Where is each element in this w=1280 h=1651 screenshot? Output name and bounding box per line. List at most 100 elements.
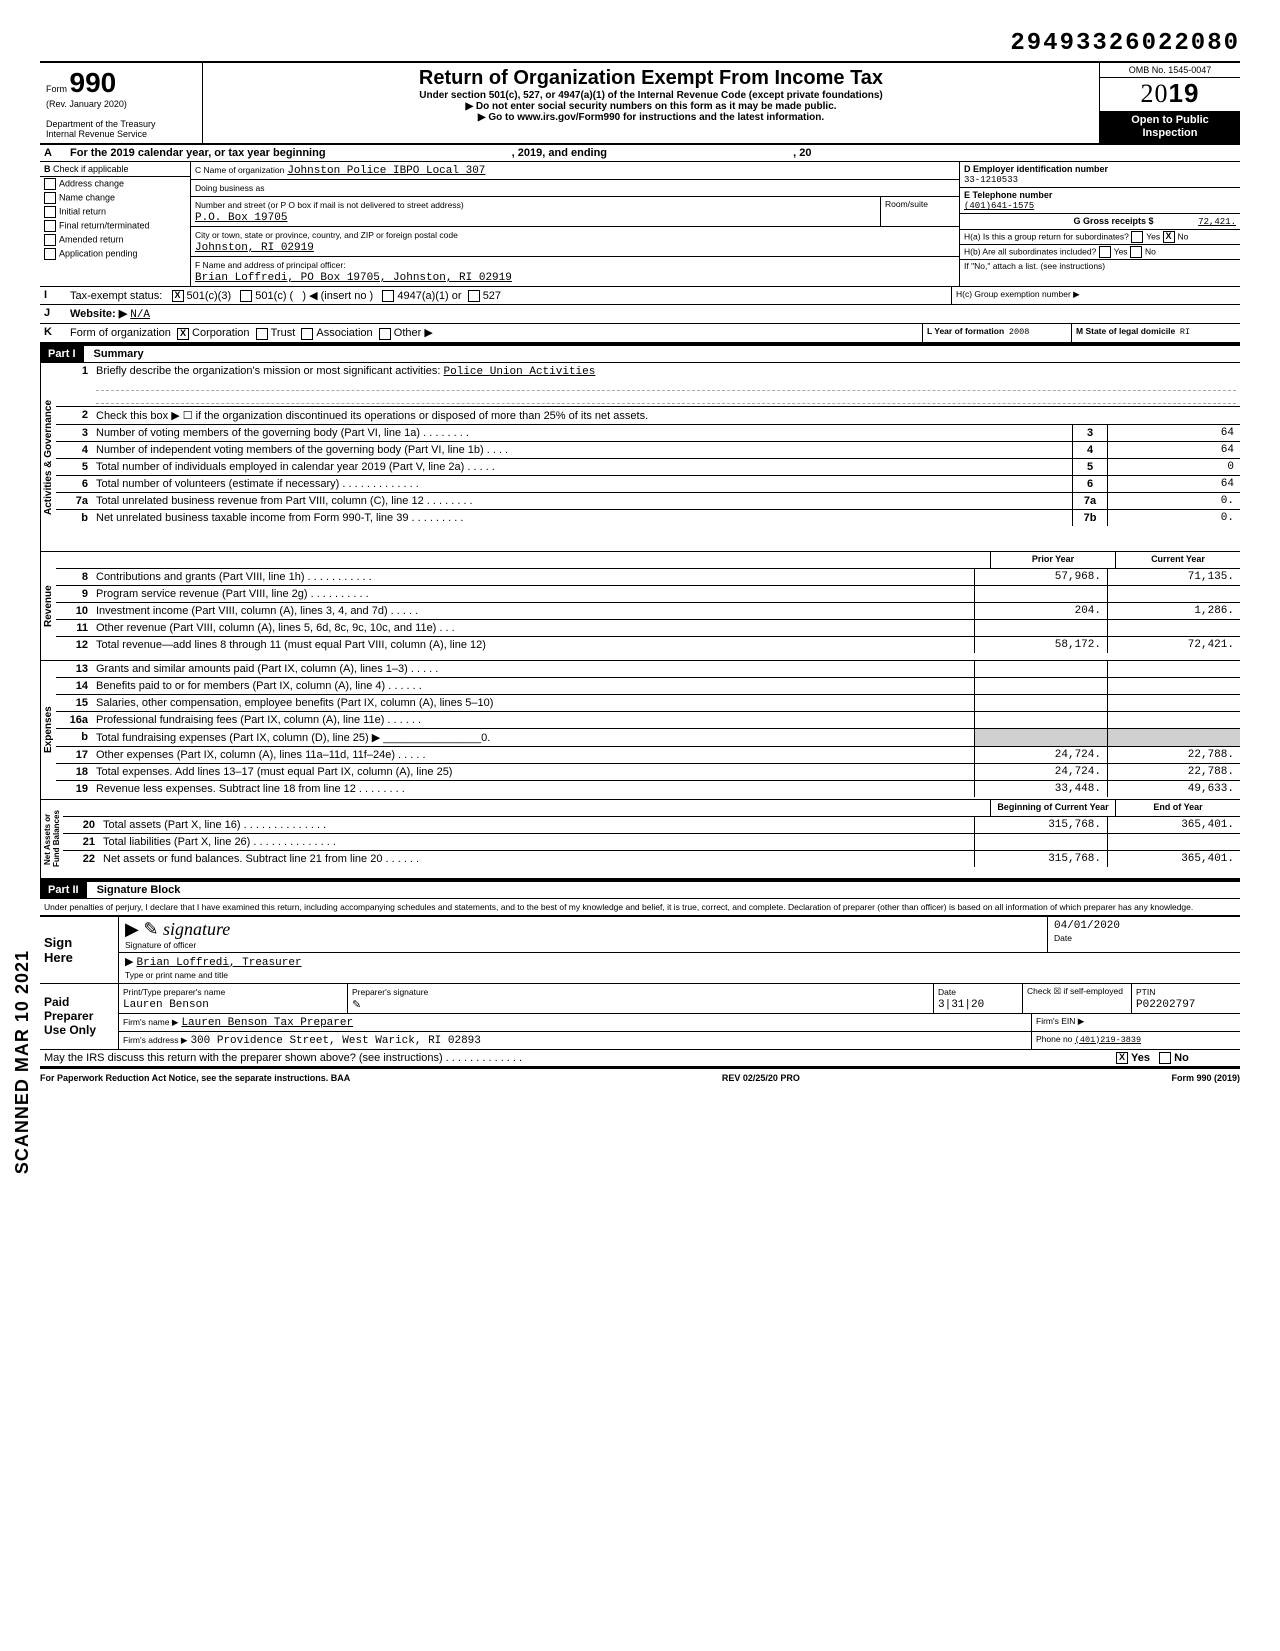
dba-label: Doing business as	[195, 183, 264, 193]
e-value: (401)641-1575	[964, 201, 1034, 211]
row-prior	[974, 695, 1107, 711]
k-trust[interactable]	[256, 328, 268, 340]
info-block: B Check if applicable Address change Nam…	[40, 162, 1240, 287]
line-a-text1: For the 2019 calendar year, or tax year …	[70, 147, 326, 159]
c-label: C Name of organization	[195, 165, 284, 175]
summary-row: 16a Professional fundraising fees (Part …	[56, 712, 1240, 729]
row-current: 365,401.	[1107, 851, 1240, 867]
summary-row: 7a Total unrelated business revenue from…	[56, 493, 1240, 510]
j-text: Website: ▶	[70, 308, 127, 320]
i-opt0: 501(c)(3)	[187, 290, 232, 302]
checkbox-pending[interactable]	[44, 248, 56, 260]
checkbox-initial[interactable]	[44, 206, 56, 218]
k-opt2: Association	[316, 327, 372, 339]
row-current	[1107, 729, 1240, 746]
irs-label: Internal Revenue Service	[46, 129, 147, 139]
f-value: Brian Loffredi, PO Box 19705, Johnston, …	[195, 272, 512, 284]
perjury-text: Under penalties of perjury, I declare th…	[40, 899, 1240, 916]
k-assoc[interactable]	[301, 328, 313, 340]
summary-row: 18 Total expenses. Add lines 13–17 (must…	[56, 764, 1240, 781]
summary-row: 5 Total number of individuals employed i…	[56, 459, 1240, 476]
q1-val: Police Union Activities	[444, 366, 596, 378]
d-label: D Employer identification number	[964, 164, 1108, 174]
current-year-h: Current Year	[1115, 552, 1240, 568]
phone-label: Phone no	[1036, 1034, 1072, 1044]
checkbox-address-change[interactable]	[44, 178, 56, 190]
row-prior	[974, 678, 1107, 694]
form-sub3: ▶ Go to www.irs.gov/Form990 for instruct…	[211, 112, 1091, 123]
ha-no-label: No	[1178, 232, 1189, 242]
row-text: Total revenue—add lines 8 through 11 (mu…	[92, 637, 974, 653]
ha-no[interactable]: X	[1163, 231, 1175, 243]
row-num: 20	[63, 817, 99, 833]
part2-badge: Part II	[40, 882, 87, 898]
form-number: 990	[70, 67, 117, 98]
row-prior: 315,768.	[974, 851, 1107, 867]
form-rev: (Rev. January 2020)	[46, 99, 127, 109]
row-box: 7a	[1072, 493, 1107, 509]
q2-num: 2	[56, 407, 92, 424]
form-label: Form	[46, 84, 67, 94]
city-label: City or town, state or province, country…	[195, 230, 458, 240]
hb-no[interactable]	[1130, 246, 1142, 258]
omb-number: OMB No. 1545-0047	[1100, 63, 1240, 78]
firm-name-label: Firm's name ▶	[123, 1017, 178, 1027]
k-opt0: Corporation	[192, 327, 249, 339]
scanned-stamp: SCANNED MAR 10 2021	[12, 950, 33, 1174]
row-current: 72,421.	[1107, 637, 1240, 653]
signature-block: Sign Here ▶ ✎ signature Signature of off…	[40, 916, 1240, 1069]
exp-section: Expenses 13 Grants and similar amounts p…	[40, 661, 1240, 800]
row-text: Investment income (Part VIII, column (A)…	[92, 603, 974, 619]
nab-section: Net Assets or Fund Balances Beginning of…	[40, 800, 1240, 880]
k-corp[interactable]: X	[177, 328, 189, 340]
firm-ein: Firm's EIN ▶	[1031, 1014, 1240, 1031]
line-i: I Tax-exempt status: X501(c)(3) 501(c) (…	[40, 287, 1240, 305]
row-current: 22,788.	[1107, 747, 1240, 763]
part2-header: Part II Signature Block	[40, 880, 1240, 899]
row-prior: 33,448.	[974, 781, 1107, 797]
row-text: Grants and similar amounts paid (Part IX…	[92, 661, 974, 677]
discuss-yes[interactable]: X	[1116, 1052, 1128, 1064]
i-501c3[interactable]: X	[172, 290, 184, 302]
i-text: Tax-exempt status:	[70, 290, 162, 302]
nab-label: Net Assets or Fund Balances	[40, 800, 63, 878]
firm-addr: 300 Providence Street, West Warick, RI 0…	[190, 1035, 480, 1047]
i-527[interactable]	[468, 290, 480, 302]
row-text: Program service revenue (Part VIII, line…	[92, 586, 974, 602]
checkbox-name-change[interactable]	[44, 192, 56, 204]
footer-right: Form 990 (2019)	[1171, 1073, 1240, 1083]
row-text: Net assets or fund balances. Subtract li…	[99, 851, 974, 867]
dept-label: Department of the Treasury	[46, 119, 156, 129]
row-prior: 315,768.	[974, 817, 1107, 833]
i-4947[interactable]	[382, 290, 394, 302]
row-prior: 24,724.	[974, 747, 1107, 763]
document-locator-number: 29493326022080	[40, 30, 1240, 57]
row-val: 0.	[1107, 493, 1240, 509]
ha-yes[interactable]	[1131, 231, 1143, 243]
summary-row: 10 Investment income (Part VIII, column …	[56, 603, 1240, 620]
prior-year-h: Prior Year	[990, 552, 1115, 568]
year-outline: 20	[1141, 79, 1169, 108]
street-value: P.O. Box 19705	[195, 212, 287, 224]
row-num: 5	[56, 459, 92, 475]
prep-sig-label: Preparer's signature	[352, 987, 428, 997]
room-label: Room/suite	[880, 197, 959, 226]
checkbox-amended[interactable]	[44, 234, 56, 246]
row-prior: 204.	[974, 603, 1107, 619]
k-other[interactable]	[379, 328, 391, 340]
m-label: M State of legal domicile	[1076, 326, 1175, 336]
chk-address: Address change	[59, 179, 124, 189]
hb-yes[interactable]	[1099, 246, 1111, 258]
check-self: Check ☒ if self-employed	[1023, 984, 1132, 1013]
row-prior: 24,724.	[974, 764, 1107, 780]
chk-amended: Amended return	[59, 235, 124, 245]
discuss-no[interactable]	[1159, 1052, 1171, 1064]
summary-row: 13 Grants and similar amounts paid (Part…	[56, 661, 1240, 678]
checkbox-final[interactable]	[44, 220, 56, 232]
discuss-yes-label: Yes	[1131, 1052, 1150, 1064]
row-text: Revenue less expenses. Subtract line 18 …	[92, 781, 974, 797]
i-501c[interactable]	[240, 290, 252, 302]
c-value: Johnston Police IBPO Local 307	[287, 165, 485, 177]
line-a-text3: , 20	[793, 147, 811, 159]
ptin: P02202797	[1136, 999, 1195, 1011]
